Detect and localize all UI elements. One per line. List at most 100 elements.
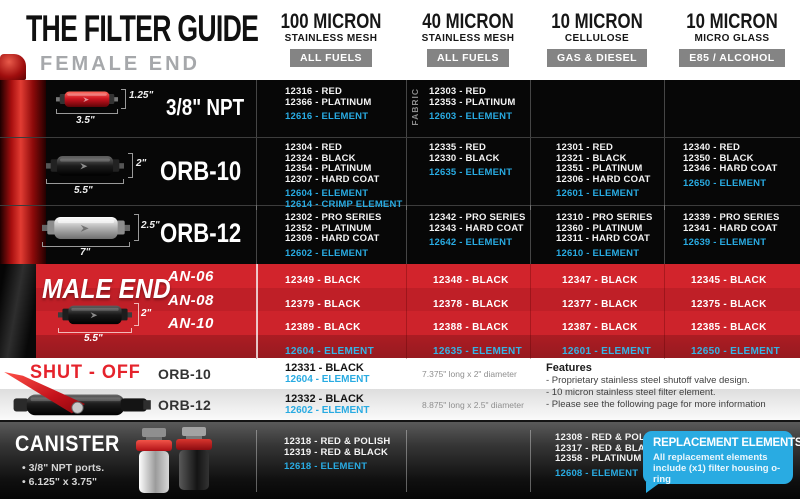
part-number: 12321 - BLACK — [556, 152, 627, 164]
table-row-npt: 1.25" 3.5" 3/8" NPT 12316 - RED 12366 - P… — [0, 80, 800, 138]
cell-an06-100-micron: 12349 - BLACK — [256, 264, 406, 288]
element-number: 12639 - ELEMENT — [683, 237, 767, 248]
table-row-orb10: 2" 5.5" ORB-10 12304 - RED 12324 - BLACK 1… — [0, 138, 800, 210]
cell-orb10-40-micron: 12335 - RED 12330 - BLACK 12635 - ELEMENT — [406, 138, 530, 210]
row-label — [0, 335, 256, 359]
part-number: 12358 - PLATINUM — [555, 453, 642, 464]
column-media-label: MICRO GLASS — [694, 33, 770, 44]
female-end-heading: FEMALE END — [40, 53, 200, 75]
cell-an08-10-micron-micro-glass: 12375 - BLACK — [664, 288, 800, 312]
part-number: 12339 - PRO SERIES — [683, 212, 780, 223]
cell-orb12-10-micron-micro-glass: 12339 - PRO SERIES 12341 - HARD COAT 1263… — [664, 206, 800, 264]
black-fitting-photo — [0, 264, 36, 358]
part-number: 12342 - PRO SERIES — [429, 212, 526, 223]
element-number: 12601 - ELEMENT — [562, 346, 651, 357]
features-list: - Proprietary stainless steel shutoff va… — [546, 375, 796, 411]
column-media-label: STAINLESS MESH — [421, 33, 515, 44]
dimension-length: 3.5" — [76, 115, 95, 126]
cell-an10-10-micron-cellulose: 12387 - BLACK — [530, 311, 664, 335]
filter-product-image-silver — [42, 216, 130, 239]
cell-an10-10-micron-micro-glass: 12385 - BLACK — [664, 311, 800, 335]
cell-an08-40-micron: 12378 - BLACK — [406, 288, 530, 312]
part-number: 12388 - BLACK — [433, 322, 509, 333]
filter-product-image-black — [46, 156, 124, 176]
part-number: 12308 - RED & POLISH — [555, 432, 662, 443]
part-number: 12349 - BLACK — [285, 275, 361, 286]
element-list: 12608 - ELEMENT — [555, 468, 661, 480]
element-list: 12650 - ELEMENT — [683, 178, 800, 190]
part-number: 12345 - BLACK — [691, 275, 767, 286]
brand-arrow-logo — [80, 163, 88, 170]
part-number: 12385 - BLACK — [691, 322, 767, 333]
part-number: 12375 - BLACK — [691, 299, 767, 310]
canister-products-photo — [136, 427, 212, 493]
cell-orb10-100-micron: 12304 - RED 12324 - BLACK 12354 - PLATINUM… — [256, 138, 406, 210]
part-list: 12316 - RED 12366 - PLATINUM — [285, 86, 406, 108]
column-header-10-micron-micro-glass: 10 MICRON MICRO GLASS E85 / ALCOHOL — [664, 11, 800, 67]
part-number: 12379 - BLACK — [285, 299, 361, 310]
feature-item: - Please see the following page for more… — [546, 399, 766, 410]
features-block: Features - Proprietary stainless steel s… — [546, 361, 796, 411]
part-number: 12346 - HARD COAT — [683, 163, 778, 174]
canister-specs: 3/8" NPT ports.6.125" x 3.75" — [22, 461, 105, 489]
red-filter-photo — [0, 80, 46, 264]
part-number: 12377 - BLACK — [562, 299, 638, 310]
element-list: 12639 - ELEMENT — [683, 237, 800, 249]
fabric-note: FABRIC — [410, 88, 420, 126]
dimension-bracket — [128, 153, 133, 178]
feature-item: - 10 micron stainless steel filter eleme… — [546, 387, 716, 398]
part-list: 12302 - PRO SERIES 12352 - PLATINUM 12309 … — [285, 212, 406, 245]
cell-an06-40-micron: 12348 - BLACK — [406, 264, 530, 288]
male-end-heading: MALE END — [42, 273, 171, 304]
part-number: 12330 - BLACK — [429, 152, 500, 164]
part-number: 12306 - HARD COAT — [556, 173, 651, 185]
dimension-bracket — [56, 109, 118, 114]
row-label: AN-08 — [168, 292, 214, 309]
shut-off-section: ORB-10 12331 - BLACK 12604 - ELEMENT 7.3… — [0, 358, 800, 420]
part-number: 12335 - RED — [429, 142, 487, 153]
element-number: 12604 - ELEMENT — [285, 374, 370, 385]
part-number: 12307 - HARD COAT — [285, 173, 380, 185]
male-row-an06: AN-06 12349 - BLACK 12348 - BLACK 12347 … — [0, 264, 800, 288]
canister-heading: CANISTER — [15, 431, 120, 456]
part-number: 12319 - RED & BLACK — [284, 446, 389, 458]
part-list: 12308 - RED & POLISH 12317 - RED & BLACK 1… — [555, 432, 662, 465]
cell-orb10-10-micron-micro-glass: 12340 - RED 12350 - BLACK 12346 - HARD COA… — [664, 138, 800, 210]
element-list: 12635 - ELEMENT — [429, 167, 530, 179]
dimension-height: 2.5" — [141, 220, 160, 231]
male-row-an10: AN-10 12389 - BLACK 12388 - BLACK 12387 … — [0, 311, 800, 335]
cell-npt-10-micron-cellulose — [530, 80, 664, 137]
dimension-bracket — [58, 328, 132, 333]
row-label: AN-10 — [168, 315, 214, 332]
cell-an10-100-micron: 12389 - BLACK — [256, 311, 406, 335]
brand-arrow-logo — [83, 97, 89, 103]
cell-an08-10-micron-cellulose: 12377 - BLACK — [530, 288, 664, 312]
element-list: 12601 - ELEMENT — [556, 188, 664, 200]
part-list: 12303 - RED 12353 - PLATINUM — [429, 86, 530, 108]
part-number: 12343 - HARD COAT — [429, 222, 524, 234]
row-label: ORB-10 — [158, 366, 212, 382]
element-number: 12635 - ELEMENT — [433, 346, 522, 357]
part-number: 12309 - HARD COAT — [285, 233, 380, 244]
part-list: 12342 - PRO SERIES 12343 - HARD COAT — [429, 212, 530, 234]
part-number: 12341 - HARD COAT — [683, 222, 778, 234]
divider — [530, 430, 531, 492]
page-title: THE FILTER GUIDE — [26, 8, 259, 49]
cell-element-40-micron: 12635 - ELEMENT — [406, 335, 530, 359]
canister-bullet: 3/8" NPT ports. — [22, 461, 105, 475]
cell-element-10-micron-micro-glass: 12650 - ELEMENT — [664, 335, 800, 359]
row-label: ORB-12 — [158, 397, 212, 413]
element-number: 12616 - ELEMENT — [285, 111, 369, 122]
part-number: 12366 - PLATINUM — [285, 96, 372, 108]
element-number: 12650 - ELEMENT — [691, 346, 780, 357]
part-number: 12348 - BLACK — [433, 275, 509, 286]
column-micron-label: 40 MICRON — [422, 10, 514, 33]
red-filter-photo-top — [0, 54, 26, 80]
element-number: 12635 - ELEMENT — [429, 167, 513, 178]
dimension-bracket — [46, 179, 124, 184]
row-label: ORB-10 — [160, 156, 242, 186]
brand-arrow-logo — [80, 224, 89, 232]
male-end-section: AN-06 12349 - BLACK 12348 - BLACK 12347 … — [0, 264, 800, 359]
element-list: 12642 - ELEMENT — [429, 237, 530, 249]
header: THE FILTER GUIDE FEMALE END 100 MICRON S… — [0, 0, 800, 80]
